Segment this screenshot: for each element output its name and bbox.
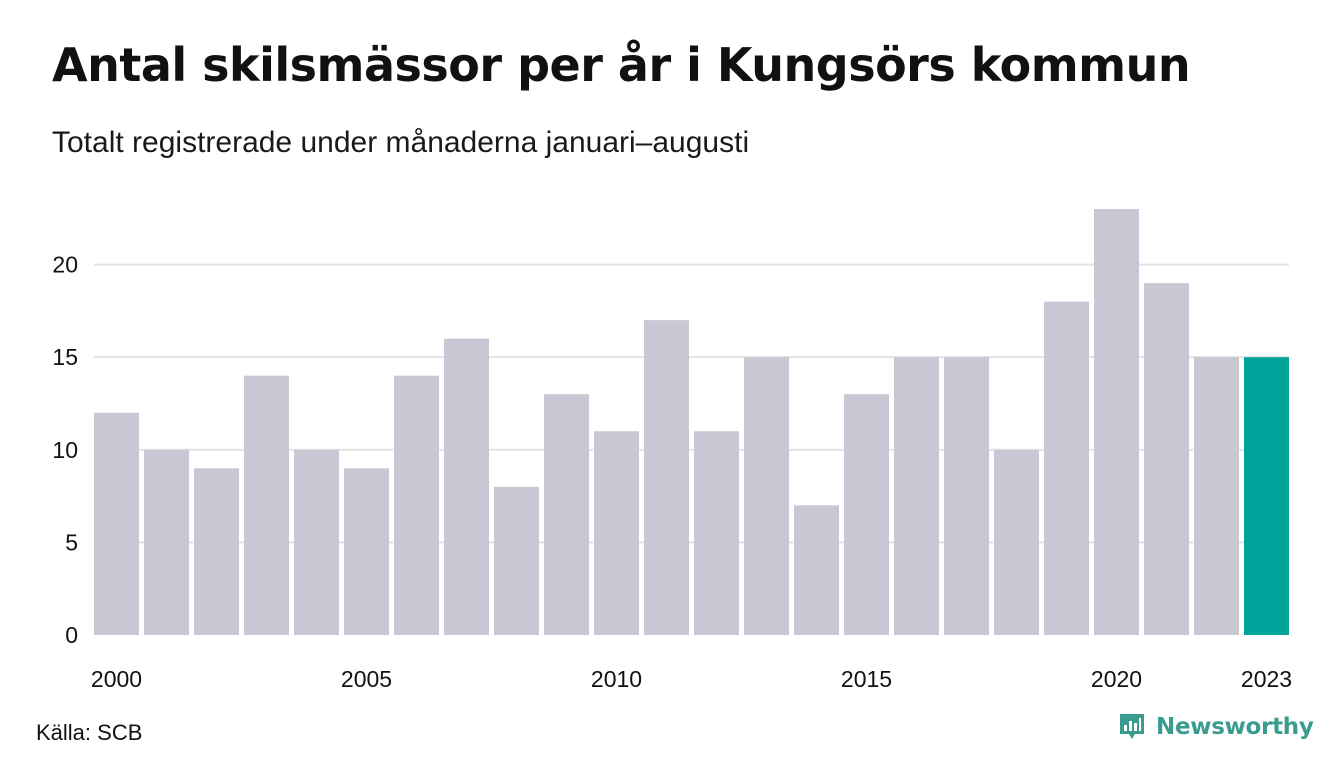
y-tick-label: 20 xyxy=(52,252,78,278)
bar-2006 xyxy=(394,375,439,635)
bar-2019 xyxy=(1044,301,1089,635)
y-tick-label: 5 xyxy=(65,529,78,555)
bar-2023 xyxy=(1244,357,1289,635)
y-axis-ticks: 0 5 10 15 20 xyxy=(52,252,78,648)
newsworthy-logo-icon xyxy=(1120,714,1144,739)
bar-2020 xyxy=(1094,209,1139,635)
bar-2011 xyxy=(644,320,689,635)
gridlines xyxy=(94,263,1289,544)
x-axis-ticks: 2000 2005 2010 2015 2020 2023 xyxy=(91,666,1292,692)
x-tick-label: 2010 xyxy=(591,666,642,692)
bars xyxy=(94,209,1289,635)
x-tick-label: 2005 xyxy=(341,666,392,692)
x-tick-label: 2020 xyxy=(1091,666,1142,692)
bar-2014 xyxy=(794,505,839,635)
bar-2022 xyxy=(1194,357,1239,635)
bar-2009 xyxy=(544,394,589,635)
brand-name: Newsworthy xyxy=(1156,714,1314,740)
bar-2018 xyxy=(994,449,1039,635)
chart-subtitle: Totalt registrerade under månaderna janu… xyxy=(52,126,750,159)
bar-2008 xyxy=(494,486,539,635)
bar-2002 xyxy=(194,468,239,635)
source-note: Källa: SCB xyxy=(36,720,143,745)
chart-title: Antal skilsmässor per år i Kungsörs komm… xyxy=(52,38,1191,92)
x-tick-label: 2000 xyxy=(91,666,142,692)
y-tick-label: 0 xyxy=(65,622,78,648)
x-tick-label: 2015 xyxy=(841,666,892,692)
bar-2010 xyxy=(594,431,639,635)
bar-2005 xyxy=(344,468,389,635)
bar-2001 xyxy=(144,449,189,635)
bar-2000 xyxy=(94,412,139,635)
bar-2017 xyxy=(944,357,989,635)
bar-2016 xyxy=(894,357,939,635)
bar-2015 xyxy=(844,394,889,635)
y-tick-label: 10 xyxy=(52,437,78,463)
bar-2013 xyxy=(744,357,789,635)
y-tick-label: 15 xyxy=(52,344,78,370)
brand-logo: Newsworthy xyxy=(1118,712,1314,742)
bar-2003 xyxy=(244,375,289,635)
bar-2021 xyxy=(1144,283,1189,635)
bar-2007 xyxy=(444,338,489,635)
bar-2004 xyxy=(294,449,339,635)
bar-2012 xyxy=(694,431,739,635)
x-tick-label: 2023 xyxy=(1241,666,1292,692)
